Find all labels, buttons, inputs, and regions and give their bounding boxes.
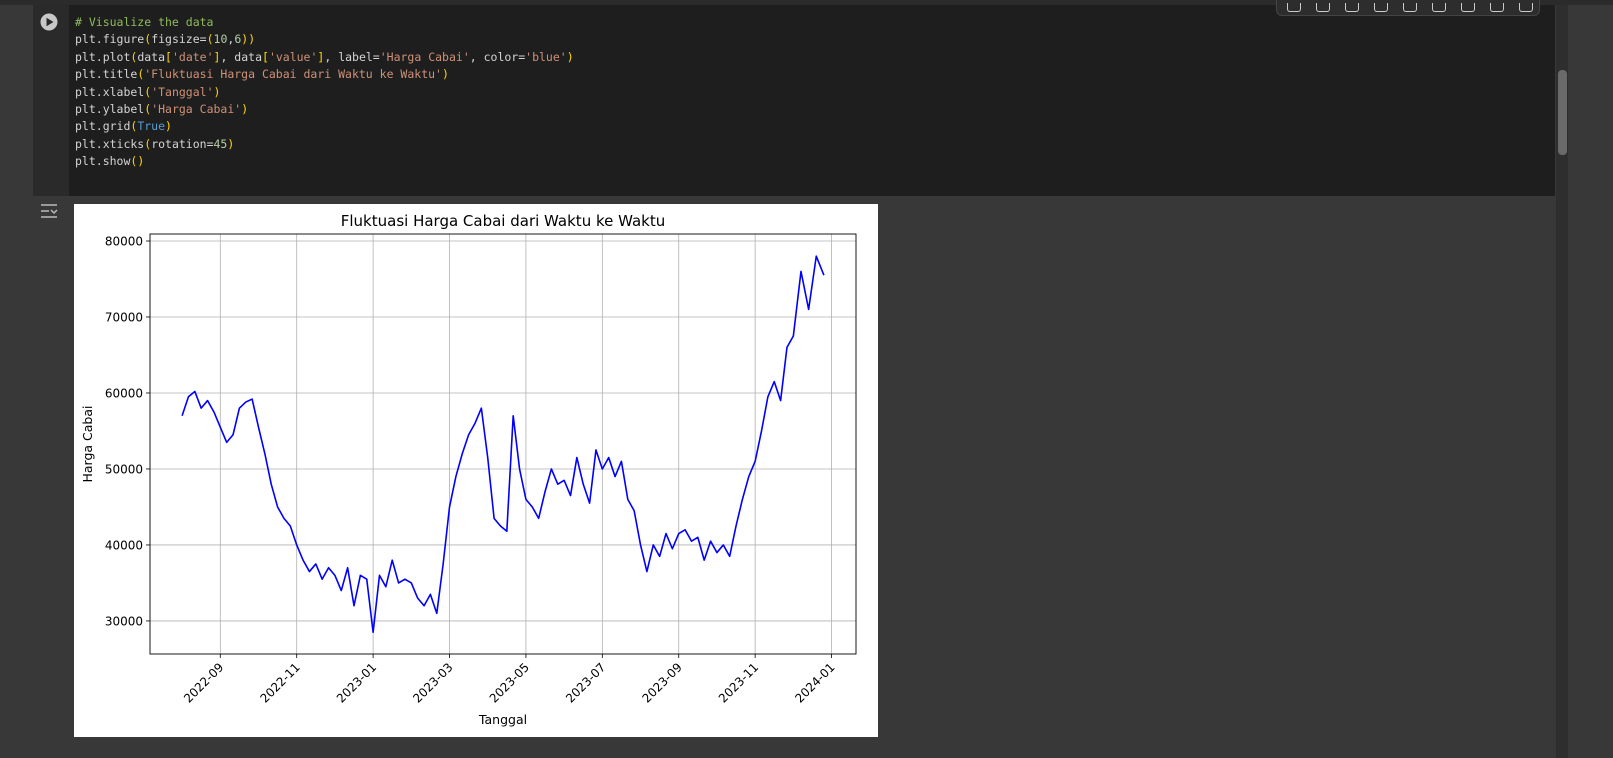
x-tick-label: 2023-03 — [410, 660, 455, 705]
code-token: 'value' — [268, 49, 318, 64]
y-tick-label: 50000 — [105, 462, 143, 476]
code-token: ( — [137, 67, 145, 82]
code-token: ( — [206, 32, 214, 47]
x-tick-label: 2023-07 — [563, 660, 608, 705]
run-button[interactable] — [33, 5, 69, 45]
code-line: # Visualize the data — [75, 14, 574, 31]
toolbar-icon[interactable] — [1519, 3, 1533, 12]
cell-toolbar[interactable] — [1276, 0, 1540, 16]
code-token: 10 — [213, 32, 228, 47]
x-tick-label: 2022-09 — [181, 660, 226, 705]
code-token: plt.xlabel — [75, 84, 145, 99]
code-token: plt.figure — [75, 32, 145, 47]
y-tick-label: 30000 — [105, 614, 143, 628]
x-tick-label: 2022-11 — [257, 660, 302, 705]
code-token: [ — [165, 49, 172, 64]
code-token: plt.ylabel — [75, 102, 145, 117]
toolbar-icon[interactable] — [1287, 3, 1301, 12]
x-axis-label: Tanggal — [478, 712, 527, 727]
code-token: 45 — [213, 136, 228, 151]
output-image: Fluktuasi Harga Cabai dari Waktu ke Wakt… — [74, 204, 878, 737]
x-tick-label: 2023-09 — [640, 660, 685, 705]
chart-title: Fluktuasi Harga Cabai dari Waktu ke Wakt… — [341, 212, 666, 230]
code-token: plt.xticks — [75, 136, 145, 151]
code-line: plt.ylabel('Harga Cabai') — [75, 101, 574, 118]
toolbar-icon[interactable] — [1461, 3, 1475, 12]
code-token: ) — [248, 32, 256, 47]
code-token: ( — [130, 119, 138, 134]
code-line: plt.xticks(rotation=45) — [75, 136, 574, 153]
code-token: ] — [213, 49, 221, 64]
code-line: plt.figure(figsize=(10,6)) — [75, 31, 574, 48]
x-tick-label: 2024-01 — [792, 660, 837, 705]
plot-frame — [149, 233, 857, 655]
code-token: [ — [262, 49, 269, 64]
code-line: plt.xlabel('Tanggal') — [75, 84, 574, 101]
code-token: plt.show — [75, 154, 131, 169]
y-tick-label: 60000 — [105, 386, 143, 400]
code-token: ( — [144, 102, 152, 117]
code-token: plt.plot — [75, 49, 131, 64]
code-token: ( — [144, 32, 152, 47]
top-bar — [0, 0, 1613, 5]
code-token: True — [137, 119, 166, 134]
code-token: 'Harga Cabai' — [379, 49, 470, 64]
code-token: ( — [144, 84, 152, 99]
y-tick-label: 40000 — [105, 538, 143, 552]
code-token: ) — [213, 84, 221, 99]
code-token: ) — [241, 102, 249, 117]
toolbar-icon[interactable] — [1374, 3, 1388, 12]
code-line: plt.plot(data['date'], data['value'], la… — [75, 49, 574, 66]
toolbar-icon[interactable] — [1316, 3, 1330, 12]
scrollbar-thumb[interactable] — [1558, 70, 1567, 155]
code-token: ) — [241, 32, 249, 47]
code-token: 'blue' — [525, 49, 567, 64]
code-token: rotation= — [151, 136, 214, 151]
chart: Fluktuasi Harga Cabai dari Waktu ke Wakt… — [74, 204, 878, 737]
code-token: ( — [130, 154, 138, 169]
code-token: ] — [317, 49, 325, 64]
code-line: plt.grid(True) — [75, 118, 574, 135]
x-tick-label: 2023-01 — [334, 660, 379, 705]
code-cell — [33, 5, 1555, 196]
code-token: ) — [566, 49, 574, 64]
code-token: 'date' — [171, 49, 214, 64]
y-axis-label: Harga Cabai — [80, 405, 95, 482]
toolbar-icon[interactable] — [1345, 3, 1359, 12]
code-token: ( — [144, 136, 152, 151]
cell-gutter — [33, 5, 69, 196]
code-token: 6 — [234, 32, 242, 47]
code-line: plt.title('Fluktuasi Harga Cabai dari Wa… — [75, 66, 574, 83]
code-token: , — [227, 32, 235, 47]
code-token: , color= — [469, 49, 526, 64]
code-token: ) — [227, 136, 235, 151]
code-token: ) — [441, 67, 449, 82]
toolbar-icon[interactable] — [1432, 3, 1446, 12]
code-editor[interactable]: # Visualize the data plt.figure(figsize=(… — [75, 14, 574, 171]
code-token: 'Harga Cabai' — [151, 102, 242, 117]
x-tick-label: 2023-05 — [487, 660, 532, 705]
code-token: ( — [130, 49, 138, 64]
toolbar-icon[interactable] — [1490, 3, 1504, 12]
code-token: plt.title — [75, 67, 138, 82]
y-tick-label: 70000 — [105, 310, 143, 324]
x-tick-label: 2023-11 — [716, 660, 761, 705]
output-toggle[interactable] — [38, 202, 62, 222]
code-token: , label= — [324, 49, 380, 64]
code-token: , data — [220, 49, 262, 64]
code-token: data — [137, 49, 166, 64]
code-token: ) — [165, 119, 172, 134]
code-token: figsize= — [151, 32, 207, 47]
code-token: plt.grid — [75, 119, 131, 134]
toolbar-icon[interactable] — [1403, 3, 1417, 12]
code-token: # Visualize the data — [75, 15, 214, 29]
code-token: 'Tanggal' — [151, 84, 214, 99]
code-line: plt.show() — [75, 153, 574, 170]
code-token: 'Fluktuasi Harga Cabai dari Waktu ke Wak… — [144, 67, 442, 82]
scrollbar[interactable] — [1556, 5, 1568, 758]
y-tick-label: 80000 — [105, 234, 143, 248]
code-token: ) — [137, 154, 145, 169]
data-line — [181, 255, 825, 634]
